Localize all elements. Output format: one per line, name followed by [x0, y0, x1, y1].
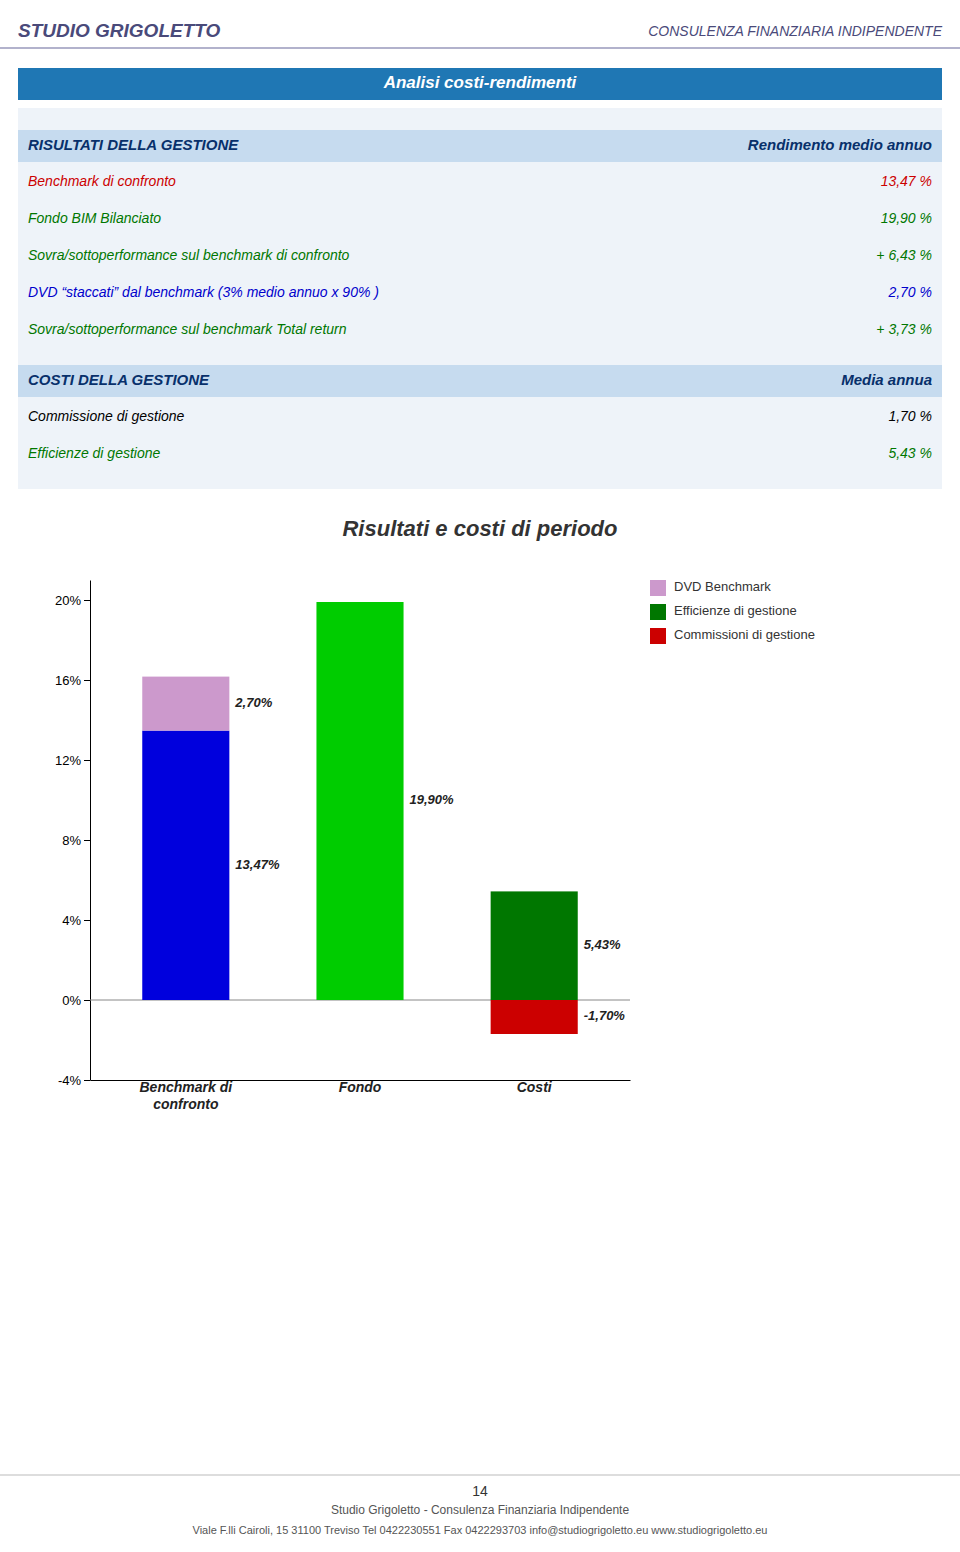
chart: -4% 0% 4% 8% 12% 16% 20% Benchmark diconfronto F…	[55, 581, 631, 1112]
bar	[491, 891, 578, 1000]
y-tick-label: 4%	[62, 913, 81, 928]
table-header-left: COSTI DELLA GESTIONE	[28, 371, 210, 388]
y-tick-mark	[84, 840, 90, 841]
x-tick-label: Fondo	[339, 1079, 382, 1095]
x-tick-label: Benchmark diconfronto	[140, 1079, 234, 1112]
bar	[491, 1000, 578, 1034]
table-row-value: 1,70 %	[888, 408, 932, 424]
y-tick-mark	[84, 1080, 90, 1081]
y-tick: 8%	[62, 833, 90, 848]
table-header-right: Media annua	[841, 371, 932, 388]
footer-line: Viale F.lli Cairoli, 15 31100 Treviso Te…	[193, 1524, 768, 1536]
y-tick-mark	[84, 1000, 90, 1001]
table-row-value: + 3,73 %	[876, 321, 932, 337]
table-header-left: RISULTATI DELLA GESTIONE	[28, 136, 239, 153]
footer-rule	[0, 1475, 960, 1476]
y-tick-mark	[84, 600, 90, 601]
table-row-label: Sovra/sottoperformance sul benchmark di …	[28, 247, 350, 263]
y-tick: 4%	[62, 913, 90, 928]
chart-title: Risultati e costi di periodo	[342, 516, 617, 541]
x-tick: Benchmark diconfronto	[140, 1079, 234, 1112]
y-tick: -4%	[58, 1073, 90, 1088]
data-label: -1,70%	[584, 1008, 626, 1023]
bar	[142, 731, 229, 1000]
data-label: 13,47%	[235, 857, 280, 872]
legend: DVD Benchmark Efficienze di gestione Commi…	[650, 579, 815, 644]
data-labels: 13,47% 2,70% 19,90% 5,43% -1,70%	[234, 695, 625, 1023]
footer-line: Studio Grigoletto - Consulenza Finanziar…	[331, 1503, 630, 1517]
table-row-value: 5,43 %	[888, 445, 932, 461]
y-tick: 12%	[55, 753, 90, 768]
bar	[316, 602, 403, 1000]
data-label: 5,43%	[584, 937, 621, 952]
x-axis: Benchmark diconfronto Fondo Costi	[91, 1079, 631, 1112]
table-row-value: + 6,43 %	[876, 247, 932, 263]
legend-item: Efficienze di gestione	[650, 603, 797, 620]
x-tick-label-line: Costi	[517, 1079, 553, 1095]
table-row-value: 2,70 %	[887, 284, 932, 300]
table-row-label: DVD “staccati” dal benchmark (3% medio a…	[28, 284, 379, 300]
bar	[142, 677, 229, 731]
y-tick-mark	[84, 760, 90, 761]
banner-bg	[18, 68, 942, 100]
table-row-value: 13,47 %	[881, 173, 932, 189]
y-axis-line	[90, 581, 91, 1081]
table-row-label: Benchmark di confronto	[28, 173, 176, 189]
table-row-label: Fondo BIM Bilanciato	[28, 210, 161, 226]
header-right: CONSULENZA FINANZIARIA INDIPENDENTE	[648, 23, 942, 39]
y-tick: 0%	[62, 993, 90, 1008]
table-row-label: Sovra/sottoperformance sul benchmark Tot…	[28, 321, 347, 337]
table-bg	[18, 108, 942, 489]
y-tick-label: 20%	[55, 593, 81, 608]
data-label: 2,70%	[234, 695, 272, 710]
x-tick-label-line: Fondo	[339, 1079, 382, 1095]
legend-swatch	[650, 604, 666, 620]
y-tick: 20%	[55, 593, 90, 608]
page: STUDIO GRIGOLETTO CONSULENZA FINANZIARIA …	[0, 0, 960, 1552]
y-tick-mark	[84, 680, 90, 681]
y-axis: -4% 0% 4% 8% 12% 16% 20%	[55, 581, 91, 1088]
y-tick: 16%	[55, 673, 90, 688]
legend-swatch	[650, 580, 666, 596]
y-tick-label: -4%	[58, 1073, 82, 1088]
legend-label: Efficienze di gestione	[674, 603, 797, 618]
table-header-bg	[18, 365, 942, 397]
y-tick-label: 0%	[62, 993, 81, 1008]
data-label: 19,90%	[410, 792, 455, 807]
y-tick-label: 16%	[55, 673, 81, 688]
table-header-right: Rendimento medio annuo	[748, 136, 932, 153]
footer-page: 14	[472, 1483, 488, 1499]
header-rule	[0, 47, 960, 49]
y-tick-mark	[84, 920, 90, 921]
x-tick-label: Costi	[517, 1079, 553, 1095]
legend-swatch	[650, 628, 666, 644]
table-row-value: 19,90 %	[881, 210, 932, 226]
x-tick-label-line: Benchmark di	[140, 1079, 234, 1095]
table-row-label: Efficienze di gestione	[28, 445, 161, 461]
y-tick-label: 8%	[62, 833, 81, 848]
header-left: STUDIO GRIGOLETTO	[18, 20, 221, 41]
bars	[142, 602, 577, 1034]
banner-title: Analisi costi-rendimenti	[383, 73, 578, 92]
legend-label: Commissioni di gestione	[674, 627, 815, 642]
legend-label: DVD Benchmark	[674, 579, 771, 594]
legend-item: DVD Benchmark	[650, 579, 771, 596]
table-header-bg	[18, 130, 942, 162]
legend-item: Commissioni di gestione	[650, 627, 815, 644]
y-tick-label: 12%	[55, 753, 81, 768]
x-tick: Fondo	[339, 1079, 382, 1095]
table-row-label: Commissione di gestione	[28, 408, 185, 424]
x-tick: Costi	[517, 1079, 553, 1095]
x-tick-label-line: confronto	[153, 1096, 219, 1112]
